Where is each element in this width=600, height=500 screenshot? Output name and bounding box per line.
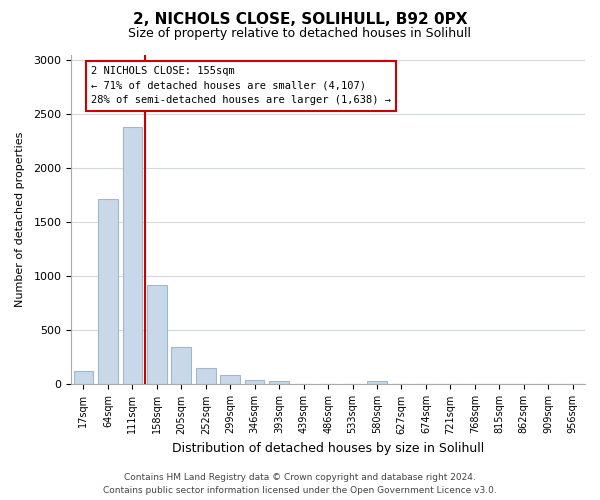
Bar (172, 347, 191, 385)
Y-axis label: Number of detached properties: Number of detached properties (15, 132, 25, 308)
Bar (245, 380, 265, 384)
Bar (147, 285, 167, 384)
Text: 2, NICHOLS CLOSE, SOLIHULL, B92 0PX: 2, NICHOLS CLOSE, SOLIHULL, B92 0PX (133, 12, 467, 28)
Text: Contains HM Land Registry data © Crown copyright and database right 2024.
Contai: Contains HM Land Registry data © Crown c… (103, 474, 497, 495)
Bar (269, 381, 289, 384)
Text: 2 NICHOLS CLOSE: 155sqm
← 71% of detached houses are smaller (4,107)
28% of semi: 2 NICHOLS CLOSE: 155sqm ← 71% of detache… (91, 66, 391, 106)
Bar (220, 376, 240, 384)
Text: Size of property relative to detached houses in Solihull: Size of property relative to detached ho… (128, 28, 472, 40)
X-axis label: Distribution of detached houses by size in Solihull: Distribution of detached houses by size … (172, 442, 484, 455)
Bar (367, 381, 387, 384)
Bar (196, 368, 215, 384)
Bar (98, 198, 118, 384)
Bar (74, 372, 93, 384)
Bar (122, 128, 142, 384)
